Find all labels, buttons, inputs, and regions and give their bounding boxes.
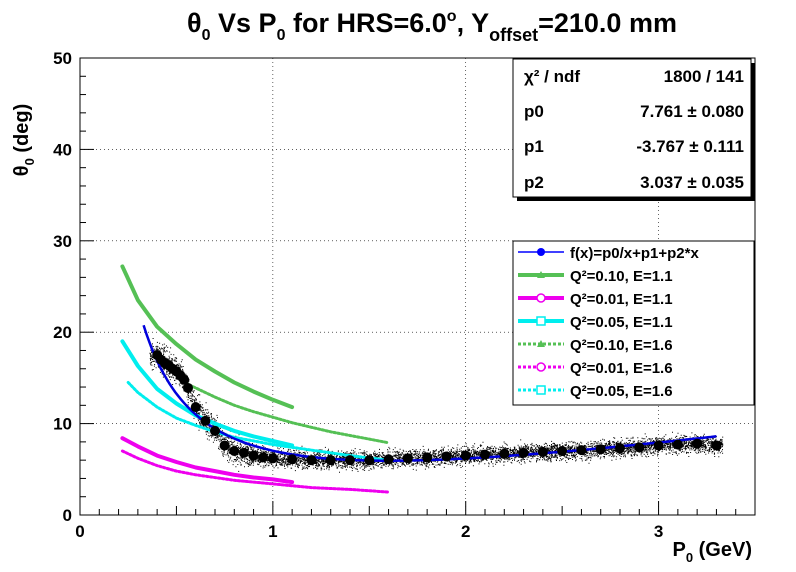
y-label-unit: (deg) — [11, 104, 33, 158]
profile-point — [258, 452, 269, 463]
profile-point — [200, 415, 211, 426]
profile-point — [183, 382, 193, 393]
profile-point — [460, 450, 471, 461]
fit-row-value-0: 1800 / 141 — [664, 67, 744, 86]
profile-layer — [152, 350, 722, 466]
profile-point — [518, 447, 529, 458]
fit-row-label-0: χ² / ndf — [524, 67, 580, 86]
legend: f(x)=p0/x+p1+p2*x Q²=0.10, E=1.1 Q²=0.01, … — [512, 240, 755, 406]
profile-point — [287, 454, 298, 465]
title-deg-sup: o — [447, 8, 457, 25]
title-p-sub: 0 — [277, 27, 286, 44]
series-curve-0 — [120, 264, 295, 410]
profile-point — [537, 446, 548, 457]
x-tick-label-1: 1 — [268, 522, 277, 541]
y-tick-label-5: 50 — [53, 49, 72, 68]
y-axis-label: θ0 (deg) — [11, 104, 37, 176]
profile-point — [210, 425, 220, 436]
x-axis-label: P0 (GeV) — [673, 539, 752, 565]
profile-point — [653, 440, 664, 451]
legend-marker-3 — [536, 316, 546, 326]
fit-row-value-1: 7.761 ± 0.080 — [640, 102, 744, 121]
title-part3: , Y — [457, 8, 490, 38]
profile-point — [634, 442, 645, 453]
legend-label-3: Q²=0.05, E=1.1 — [570, 314, 673, 331]
legend-label-4: Q²=0.10, E=1.6 — [570, 337, 673, 354]
profile-point — [248, 450, 259, 461]
title-part4: =210.0 mm — [538, 8, 677, 38]
series-curve-4 — [120, 449, 391, 494]
fit-row-label-2: p1 — [524, 137, 544, 156]
title-theta-sub: 0 — [202, 27, 211, 44]
title-theta: θ — [187, 8, 202, 38]
profile-point — [325, 455, 336, 466]
fit-row-value-2: -3.767 ± 0.111 — [636, 137, 744, 156]
legend-label-0: f(x)=p0/x+p1+p2*x — [570, 245, 699, 262]
y-tick-label-1: 10 — [53, 415, 72, 434]
profile-point — [383, 454, 394, 465]
profile-point — [576, 445, 587, 456]
legend-marker-2 — [536, 293, 546, 303]
y-tick-label-2: 20 — [53, 323, 72, 342]
y-label-theta: θ — [11, 165, 33, 176]
legend-marker-4 — [537, 340, 545, 347]
legend-label-5: Q²=0.01, E=1.6 — [570, 360, 673, 377]
chart-title: θ0 Vs P0 for HRS=6.0o, Yoffset=210.0 mm — [187, 8, 677, 45]
legend-marker-5 — [536, 362, 546, 372]
title-y-sub: offset — [489, 25, 538, 45]
x-label-p: P — [673, 539, 686, 561]
profile-point — [345, 455, 355, 466]
profile-point — [441, 451, 452, 462]
legend-marker-1 — [537, 271, 545, 278]
series-curve-1 — [120, 436, 295, 485]
title-part1: Vs P — [211, 8, 277, 38]
fit-stats-box: χ² / ndf 1800 / 141 p0 7.761 ± 0.080 p1 -3.76… — [512, 58, 755, 201]
title-part2: for HRS=6.0 — [285, 8, 446, 38]
plot-frame — [79, 57, 756, 516]
legend-label-1: Q²=0.10, E=1.1 — [570, 268, 673, 285]
legend-label-6: Q²=0.05, E=1.6 — [570, 383, 673, 400]
x-label-unit: (GeV) — [693, 539, 752, 561]
profile-point — [615, 443, 625, 454]
fit-row-value-3: 3.037 ± 0.035 — [640, 173, 744, 192]
profile-point — [422, 452, 433, 463]
series-curve-3 — [184, 381, 391, 445]
profile-point — [711, 440, 722, 451]
profile-point — [480, 449, 490, 460]
profile-point — [219, 440, 230, 451]
legend-marker-6 — [536, 385, 546, 395]
profile-point — [306, 455, 317, 466]
profile-point — [595, 444, 606, 455]
profile-point — [229, 446, 240, 457]
profile-point — [692, 438, 703, 449]
y-label-sub: 0 — [22, 158, 37, 165]
y-tick-label-3: 30 — [53, 232, 72, 251]
x-label-sub: 0 — [686, 550, 693, 565]
profile-point — [179, 374, 190, 385]
profile-point — [267, 453, 278, 464]
x-tick-label-2: 2 — [461, 522, 470, 541]
x-tick-label-3: 3 — [654, 522, 663, 541]
fit-row-label-3: p2 — [524, 173, 544, 192]
legend-marker-0 — [537, 248, 545, 256]
y-tick-label-4: 40 — [53, 140, 72, 159]
x-tick-label-0: 0 — [75, 522, 84, 541]
profile-point — [190, 402, 201, 413]
legend-label-2: Q²=0.01, E=1.1 — [570, 291, 673, 308]
fit-box-frame — [512, 58, 752, 198]
profile-point — [402, 453, 413, 464]
profile-point — [238, 447, 249, 458]
profile-point — [557, 446, 568, 457]
profile-point — [364, 455, 375, 466]
profile-point — [672, 439, 683, 450]
profile-point — [499, 448, 510, 459]
fit-row-label-1: p0 — [524, 102, 544, 121]
y-tick-label-0: 0 — [63, 506, 72, 525]
